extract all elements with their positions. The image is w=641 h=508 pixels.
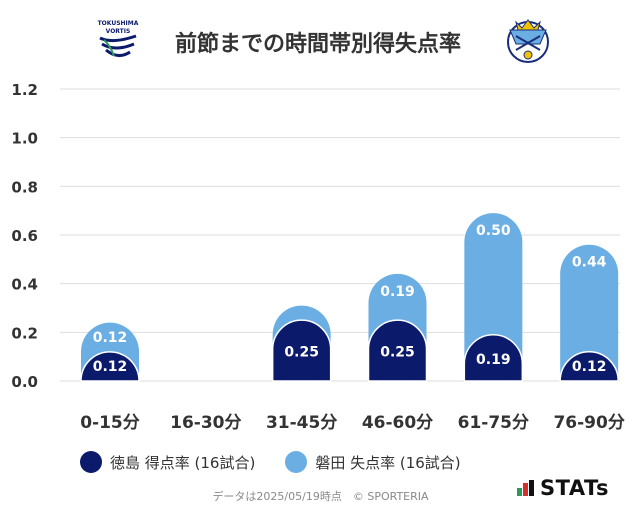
legend-item-home: 徳島 得点率 (16試合) (80, 451, 255, 473)
bar-label-home: 0.19 (476, 352, 511, 368)
x-axis-ticks: 0-15分 16-30分 31-45分 46-60分 61-75分 76-90分 (80, 413, 625, 433)
bar-home (463, 334, 524, 382)
y-tick-label: 0.0 (11, 373, 38, 391)
y-tick-label: 0.4 (11, 276, 38, 294)
stats-logo: STATs (517, 476, 609, 500)
x-tick-label: 0-15分 (80, 413, 140, 433)
bar-away (560, 244, 619, 381)
bars: 0.12 0.12 0.25 0.25 0.19 0.19 0.50 0.12 0.44 (80, 213, 619, 382)
legend-label-away: 磐田 失点率 (16試合) (315, 453, 461, 472)
y-tick-label: 1.2 (11, 81, 38, 99)
legend: 徳島 得点率 (16試合) 磐田 失点率 (16試合) (80, 451, 461, 473)
footer-credit: データは2025/05/19時点 © SPORTERIA (212, 490, 429, 503)
x-tick-label: 16-30分 (170, 413, 241, 433)
stats-brand: STATs (540, 476, 609, 500)
y-tick-label: 1.0 (11, 130, 38, 148)
grid-lines (60, 88, 620, 382)
x-tick-label: 76-90分 (553, 413, 624, 433)
bar-label-away: 0.44 (572, 255, 607, 271)
y-axis-ticks: 0.0 0.2 0.4 0.6 0.8 1.0 1.2 (11, 81, 38, 391)
bar-home (367, 319, 428, 382)
logo-text-line1: TOKUSHIMA (98, 20, 139, 27)
logo-text-line2: VORTIS (106, 28, 131, 35)
bar-label-away: 0.19 (380, 284, 415, 300)
jubilo-logo-icon (507, 19, 549, 63)
bar-label-away: 0.12 (93, 330, 128, 346)
bar-home (80, 351, 140, 382)
bar-home (271, 319, 332, 382)
y-tick-label: 0.6 (11, 227, 38, 245)
legend-swatch-home (80, 451, 102, 473)
legend-swatch-away (285, 451, 308, 473)
bar-home (559, 351, 619, 382)
bar-label-home: 0.12 (572, 359, 607, 375)
legend-item-away: 磐田 失点率 (16試合) (285, 451, 461, 473)
x-tick-label: 61-75分 (458, 413, 529, 433)
legend-label-home: 徳島 得点率 (16試合) (110, 453, 256, 472)
x-tick-label: 31-45分 (266, 413, 337, 433)
bar-label-away: 0.50 (476, 223, 511, 239)
y-tick-label: 0.8 (11, 178, 38, 196)
bar-label-home: 0.12 (93, 359, 128, 375)
bar-label-home: 0.25 (284, 345, 319, 361)
x-tick-label: 46-60分 (362, 413, 433, 433)
y-tick-label: 0.2 (11, 324, 38, 342)
tokushima-logo-icon: TOKUSHIMA VORTIS (98, 20, 139, 57)
bar-label-home: 0.25 (380, 345, 415, 361)
chart-title: 前節までの時間帯別得失点率 (175, 31, 461, 57)
stats-bars-icon (517, 480, 534, 496)
